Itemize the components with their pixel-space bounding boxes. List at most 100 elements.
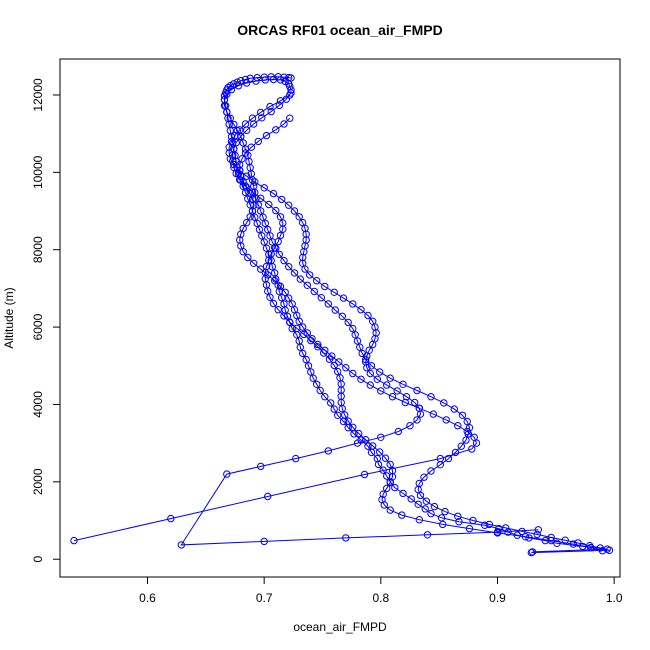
series-line [224,78,610,554]
data-point [569,540,577,548]
data-point [423,531,432,539]
data-point [436,454,444,463]
data-point [299,253,307,262]
data-point [231,131,239,140]
data-point [355,429,363,438]
data-point [230,120,238,129]
series-line [73,117,478,542]
data-point [367,362,376,370]
data-point [230,145,238,153]
data-point [295,213,303,221]
data-point [252,77,260,85]
data-point [373,375,381,383]
data-point [440,399,448,407]
data-point [265,256,273,264]
data-point [260,238,268,246]
data-point [275,101,283,110]
data-point [290,207,299,215]
data-point [246,74,254,83]
data-point [257,265,265,273]
data-point [383,484,391,493]
data-point [267,250,275,258]
data-point [547,536,555,545]
data-point [533,530,541,539]
data-point [269,189,278,198]
data-point [328,352,336,360]
data-point [238,155,246,163]
data-point [463,427,471,436]
data-point [373,454,381,463]
data-point [239,224,247,233]
data-point [290,269,299,277]
data-point [587,543,595,552]
data-point [259,213,267,221]
data-point [304,362,313,370]
data-point [302,230,310,238]
data-point [281,288,289,296]
data-point [275,250,283,259]
data-point [386,460,394,469]
data-point [241,182,250,190]
data-point [225,143,233,151]
data-point [463,417,471,426]
data-point [430,502,439,511]
data-point [330,288,338,296]
x-tick-label: 0.9 [489,591,506,605]
data-point [377,433,385,441]
data-point [257,462,265,471]
data-point [313,277,321,285]
data-point [269,299,278,308]
y-tick-label: 2000 [31,468,45,495]
data-point [292,454,300,463]
data-point [344,417,352,425]
data-point [468,445,476,453]
data-point [250,259,258,267]
data-point [376,368,384,376]
data-point [261,76,269,84]
data-point [264,271,272,279]
data-point [223,108,231,116]
data-point [264,492,272,501]
data-point [349,423,357,431]
data-point [251,213,259,221]
data-point [377,387,385,395]
data-point [226,155,235,163]
data-point [363,364,371,372]
data-point [267,107,275,116]
data-point [411,398,419,407]
y-axis-label: Altitude (m) [2,287,16,348]
data-point [266,232,274,240]
data-point [324,447,332,455]
data-point [278,294,286,302]
data-point [386,374,394,382]
data-point [439,520,447,529]
data-point [237,132,245,141]
data-point [481,521,489,529]
data-point [272,206,280,215]
data-point [369,340,377,349]
data-point [280,256,288,265]
data-point [274,306,282,314]
data-point [276,282,285,291]
data-point [349,324,357,333]
data-point [349,369,357,378]
data-point [336,374,344,382]
data-point [327,399,335,407]
data-point [243,126,251,134]
data-point [379,490,387,498]
data-point [344,318,352,327]
data-point [441,507,449,516]
data-point [286,318,294,326]
y-tick-label: 0 [31,556,45,563]
data-point [223,90,231,98]
data-point [415,404,423,412]
y-tick-label: 10000 [31,155,45,189]
data-point [454,422,462,430]
x-tick-label: 0.7 [256,591,273,605]
data-point [278,195,286,204]
data-point [383,381,391,389]
x-tick-label: 0.8 [372,591,389,605]
data-point [314,340,322,349]
data-point [233,78,242,86]
data-point [502,524,510,532]
